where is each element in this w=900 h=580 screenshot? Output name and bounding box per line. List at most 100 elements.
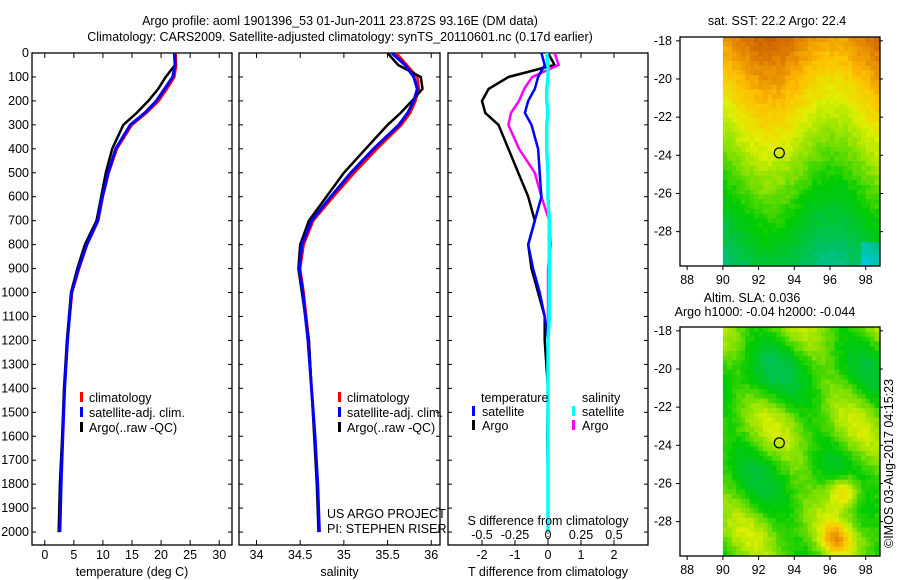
map-cell: [807, 374, 813, 381]
map-cell: [847, 432, 853, 438]
map-cell: [821, 360, 827, 366]
map-cell: [852, 65, 858, 71]
map-cell: [785, 379, 791, 385]
map-cell: [785, 261, 791, 267]
s-tick-label: -0.25: [501, 528, 530, 542]
map-cell: [830, 441, 836, 447]
map-cell: [865, 541, 871, 548]
map-cell: [821, 551, 827, 557]
map-cell: [785, 327, 791, 333]
map-cell: [838, 103, 844, 110]
map-cell: [834, 508, 840, 514]
map-cell: [865, 127, 871, 133]
map-cell: [785, 103, 791, 110]
map-cell: [745, 113, 751, 119]
map-cell: [794, 498, 800, 505]
map-cell: [772, 246, 778, 253]
map-cell: [874, 412, 880, 419]
map-cell: [754, 256, 760, 262]
map-cell: [722, 70, 728, 76]
map-cell: [847, 246, 853, 253]
map-cell: [767, 436, 773, 443]
map-cell: [825, 331, 831, 338]
map-cell: [794, 84, 800, 91]
map-cell: [794, 474, 800, 481]
map-cell: [852, 89, 858, 95]
map-cell: [812, 118, 818, 124]
map-cell: [727, 384, 733, 390]
map-cell: [789, 417, 795, 423]
map-cell: [838, 551, 844, 557]
map-cell: [838, 46, 844, 52]
map-cell: [825, 142, 831, 148]
map-cell: [816, 474, 822, 481]
map-cell: [780, 374, 786, 381]
map-cell: [731, 194, 737, 200]
map-cell: [865, 355, 871, 361]
map-cell: [812, 417, 818, 423]
map-cell: [838, 403, 844, 409]
map-cell: [763, 108, 769, 114]
map-cell: [772, 99, 778, 105]
map-cell: [834, 350, 840, 357]
map-cell: [852, 122, 858, 129]
map-cell: [740, 489, 746, 495]
map-cell: [754, 546, 760, 552]
map-cell: [812, 161, 818, 167]
map-cell: [812, 422, 818, 428]
map-cell: [816, 427, 822, 433]
map-cell: [772, 103, 778, 110]
map-cell: [772, 408, 778, 414]
map-cell: [772, 517, 778, 524]
map-cell: [789, 137, 795, 143]
map-cell: [834, 99, 840, 105]
map-cell: [825, 455, 831, 462]
map-panel-1: [676, 36, 883, 270]
map-cell: [767, 184, 773, 191]
map-cell: [789, 204, 795, 210]
map-cell: [749, 242, 755, 248]
map-cell: [825, 360, 831, 366]
map-cell: [745, 180, 751, 186]
map-cell: [870, 432, 876, 438]
map-cell: [758, 508, 764, 514]
map-cell: [798, 99, 804, 105]
map-cell: [812, 142, 818, 148]
map-cell: [767, 70, 773, 76]
map-cell: [776, 51, 782, 57]
map-cell: [852, 460, 858, 466]
map-cell: [767, 551, 773, 557]
map-cell: [789, 336, 795, 342]
map-cell: [749, 213, 755, 219]
map-cell: [865, 489, 871, 495]
map-cell: [834, 65, 840, 71]
map-cell: [731, 151, 737, 157]
map-cell: [825, 165, 831, 172]
map-cell: [830, 541, 836, 548]
map-cell: [847, 398, 853, 404]
map-cell: [825, 232, 831, 238]
map-cell: [722, 175, 728, 181]
map-cell: [780, 242, 786, 248]
map-cell: [740, 470, 746, 476]
map-cell: [763, 498, 769, 505]
map-cell: [758, 398, 764, 404]
map-cell: [736, 56, 742, 62]
map-x-tick-label: 90: [716, 273, 730, 287]
map-cell: [834, 46, 840, 52]
map-cell: [812, 251, 818, 258]
map-cell: [767, 75, 773, 81]
map-cell: [847, 498, 853, 505]
map-cell: [767, 484, 773, 490]
figure-title-line2: Climatology: CARS2009. Satellite-adjuste…: [87, 30, 593, 44]
map-cell: [785, 427, 791, 433]
map-cell: [785, 146, 791, 153]
map-cell: [763, 417, 769, 423]
map-cell: [803, 422, 809, 428]
map-cell: [825, 398, 831, 404]
y-tick-label: 1000: [1, 286, 29, 300]
map-cell: [870, 470, 876, 476]
map-cell: [865, 451, 871, 457]
map-cell: [780, 41, 786, 48]
map-cell: [825, 494, 831, 500]
